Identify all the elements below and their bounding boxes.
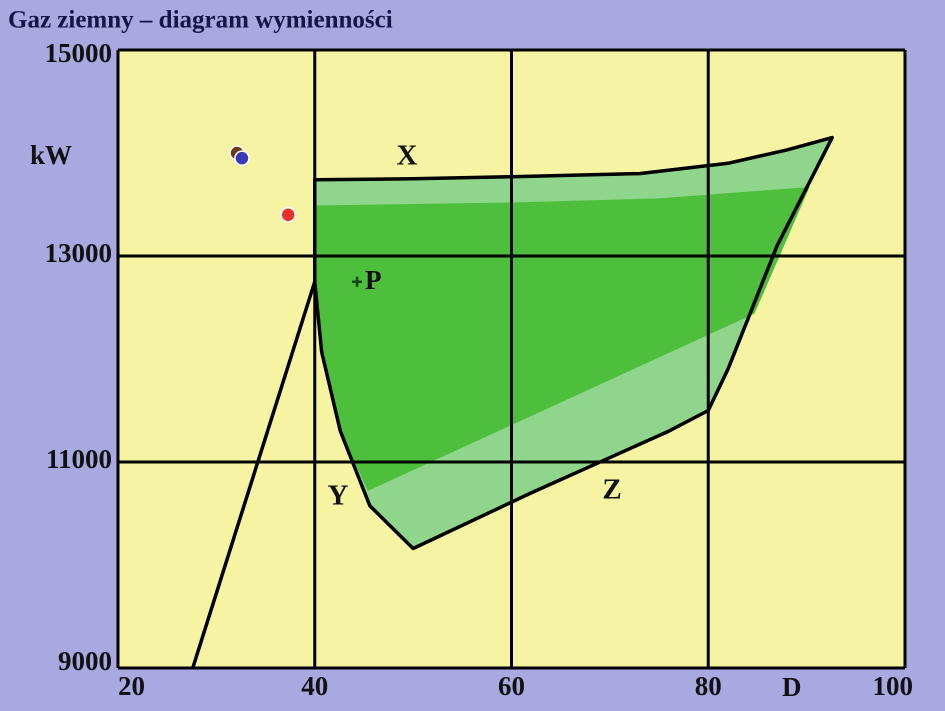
region-boundary xyxy=(313,135,834,551)
edge-label: Y xyxy=(328,480,349,512)
x-axis-label: D xyxy=(782,672,802,702)
gas-point xyxy=(280,207,296,223)
x-tick-label: 40 xyxy=(301,671,328,701)
x-tick-label: 20 xyxy=(118,671,145,701)
x-tick-label: 80 xyxy=(695,671,722,701)
marker-label: P xyxy=(365,265,382,295)
y-tick-label: 9000 xyxy=(58,646,112,676)
limit-line xyxy=(191,281,317,669)
y-tick-label: 15000 xyxy=(45,38,113,68)
y-tick-label: 11000 xyxy=(46,444,112,474)
x-tick-label: 100 xyxy=(873,671,914,701)
region-core xyxy=(314,186,810,491)
y-tick-label: 13000 xyxy=(45,238,113,268)
chart-title: Gaz ziemny – diagram wymienności xyxy=(8,7,393,34)
y-axis-label: kW xyxy=(30,140,72,170)
x-tick-label: 60 xyxy=(498,671,525,701)
point-marker xyxy=(352,276,363,287)
edge-label: X xyxy=(397,140,418,172)
edge-label: Z xyxy=(602,474,621,506)
gas-point xyxy=(234,150,250,166)
